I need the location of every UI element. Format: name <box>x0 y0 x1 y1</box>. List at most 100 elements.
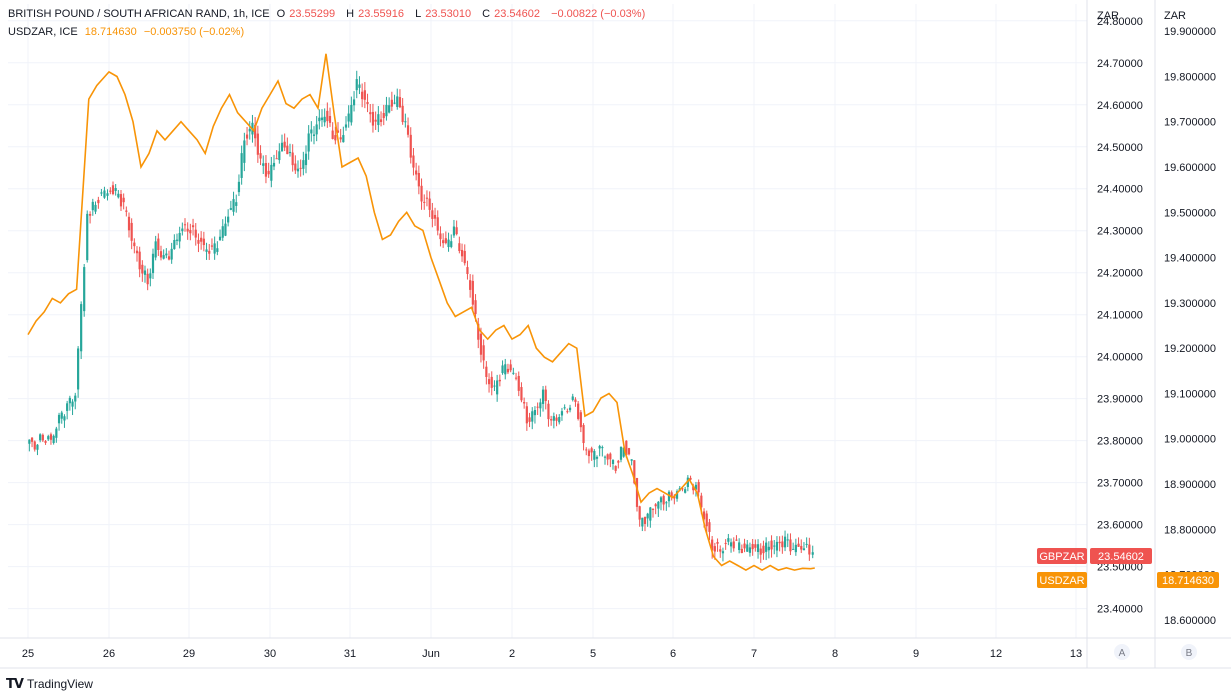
candle-body <box>151 253 155 274</box>
x-tick-label: 12 <box>990 648 1002 660</box>
candle-body <box>675 491 679 499</box>
candle-body <box>460 249 464 257</box>
candle-body <box>91 201 94 211</box>
candle-body <box>493 385 496 387</box>
candle-body <box>654 504 657 507</box>
candle-body <box>740 548 743 553</box>
candle-body <box>240 153 243 178</box>
legend-main: BRITISH POUND / SOUTH AFRICAN RAND, 1h, … <box>8 8 649 20</box>
axes: 24.80000 24.70000 24.60000 24.50000 24.40000… <box>0 0 1231 669</box>
candle-body <box>350 104 353 123</box>
candle-body <box>762 545 765 554</box>
candle-body <box>304 153 308 166</box>
candle-body <box>711 539 714 551</box>
candle-body <box>455 227 458 235</box>
candle-body <box>425 197 429 199</box>
candle-body <box>205 249 208 252</box>
candle-body <box>77 348 80 390</box>
candle-body <box>797 543 800 547</box>
candle-body <box>254 124 257 139</box>
candle-body <box>109 190 112 192</box>
candle-body <box>603 456 607 458</box>
candle-body <box>509 364 512 371</box>
candle-body <box>428 198 431 210</box>
candle-body <box>86 213 89 261</box>
candle-body <box>237 181 241 193</box>
candle-body <box>625 440 628 456</box>
candle-body <box>159 251 163 258</box>
candle-body <box>262 163 265 166</box>
left-axis-tick-label: 23.60000 <box>1097 520 1143 532</box>
right-axis-tick-label: 19.700000 <box>1164 117 1216 129</box>
candle-body <box>490 376 493 388</box>
candle-body <box>627 448 631 455</box>
candle-body <box>702 511 706 520</box>
candle-body <box>63 416 66 421</box>
candle-body <box>243 140 246 163</box>
candle-body <box>208 250 211 254</box>
candle-body <box>283 141 286 148</box>
footer-brand[interactable]: 𝗧𝗩 TradingView <box>6 676 93 692</box>
candle-body <box>571 396 574 400</box>
candle-body <box>482 345 485 361</box>
candle-body <box>738 542 741 550</box>
candle-body <box>186 228 189 232</box>
candle-body <box>229 208 232 210</box>
candle-body <box>334 135 337 141</box>
candle-body <box>444 238 447 244</box>
candle-body <box>805 543 808 545</box>
candle-body <box>619 446 623 460</box>
usdzar-tag-value-box <box>1157 572 1219 588</box>
candle-body <box>732 541 735 549</box>
candle-body <box>181 228 184 232</box>
candle-body <box>721 551 725 554</box>
right-axis-tick-label: 18.600000 <box>1164 615 1216 627</box>
gbpzar-tag-name: GBPZAR <box>1039 551 1084 563</box>
candle-body <box>30 437 34 442</box>
candle-body <box>393 102 396 104</box>
candle-body <box>328 116 332 123</box>
left-axis-tick-label: 23.90000 <box>1097 394 1143 406</box>
candle-body <box>248 128 251 132</box>
brand-name: TradingView <box>26 677 93 691</box>
candle-body <box>700 495 703 508</box>
gbpzar-tag-value: 23.54602 <box>1098 551 1144 563</box>
scale-button-b[interactable] <box>1181 644 1197 660</box>
scale-button-a[interactable] <box>1114 644 1130 660</box>
candle-body <box>385 104 388 117</box>
candle-body <box>724 542 727 544</box>
candle-body <box>377 114 380 126</box>
candle-body <box>213 243 216 254</box>
candle-body <box>770 540 773 550</box>
candle-body <box>270 164 273 181</box>
candle-body <box>106 193 109 196</box>
right-axis-tick-label: 19.500000 <box>1164 207 1216 219</box>
h-label: H <box>346 8 355 20</box>
candle-body <box>431 210 434 219</box>
candle-body <box>288 151 292 154</box>
candle-body <box>501 365 504 374</box>
candle-body <box>33 441 36 450</box>
candle-body <box>566 411 569 413</box>
candle-body <box>127 216 131 231</box>
x-tick-label: 6 <box>670 648 676 660</box>
x-tick-label: 7 <box>751 648 757 660</box>
overlay-value: 18.714630 <box>84 26 137 38</box>
candle-body <box>267 170 270 175</box>
candle-body <box>743 543 746 549</box>
candle-body <box>202 238 205 246</box>
candle-body <box>307 133 310 152</box>
candle-body <box>708 522 711 532</box>
candle-body <box>49 434 53 440</box>
o-label: O <box>276 8 286 20</box>
candle-body <box>477 323 480 340</box>
left-axis-tick-label: 23.40000 <box>1097 604 1143 616</box>
usdzar-tag-name-box <box>1037 572 1087 588</box>
candle-body <box>149 273 152 279</box>
candle-body <box>719 549 722 552</box>
candle-body <box>692 486 695 491</box>
candle-body <box>224 223 227 236</box>
candle-body <box>520 387 523 401</box>
candle-body <box>635 478 639 507</box>
